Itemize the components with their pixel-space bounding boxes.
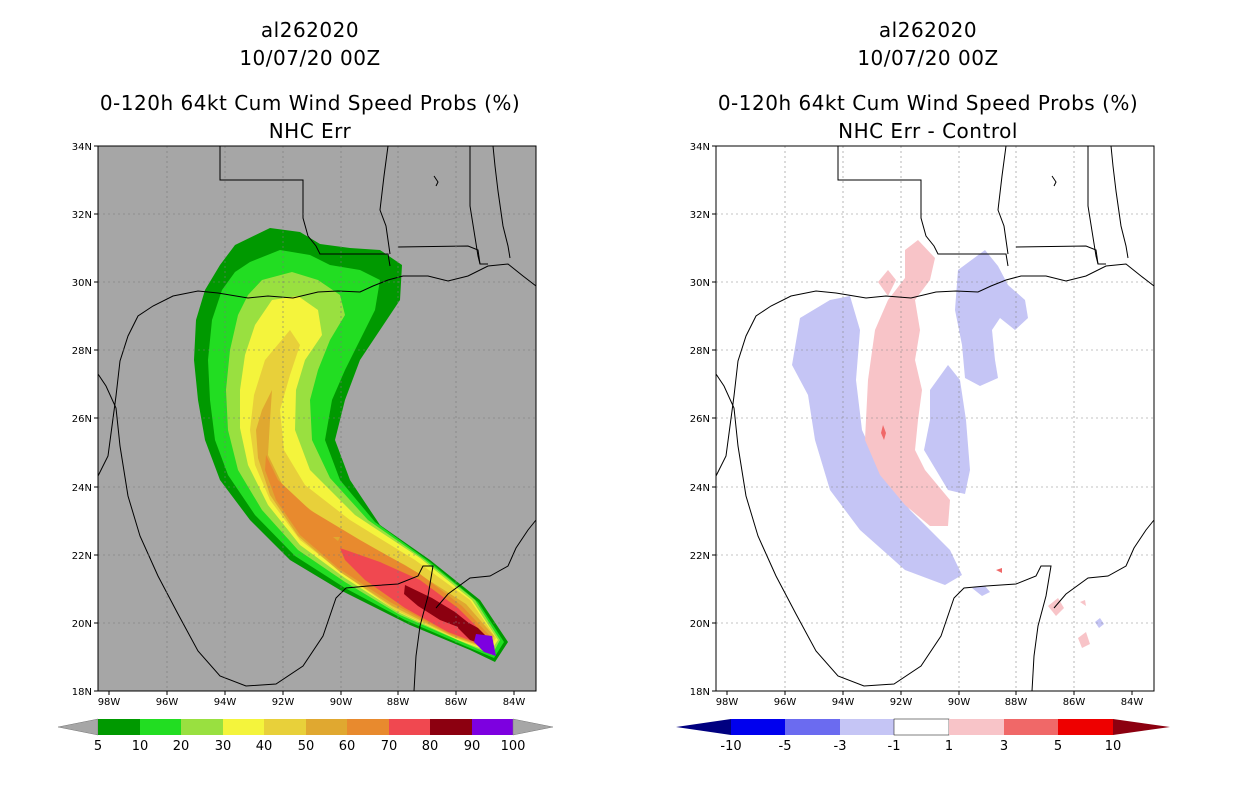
colorbar-swatch <box>472 719 513 735</box>
lon-label: 86W <box>445 697 468 708</box>
colorbar-swatch <box>731 719 785 735</box>
colorbar-swatch <box>949 719 1004 735</box>
colorbar-swatch <box>264 719 306 735</box>
lat-label: 18N <box>72 687 92 698</box>
right-gridlines <box>716 146 1154 691</box>
lat-label: 34N <box>72 142 92 153</box>
lon-label: 92W <box>890 697 913 708</box>
lon-label: 94W <box>214 697 237 708</box>
colorbar-swatch <box>1004 719 1058 735</box>
right-lat-labels: 34N 32N 30N 28N 26N 24N 22N 20N 18N <box>690 142 710 698</box>
colorbar-label: 30 <box>215 739 232 754</box>
lon-label: 96W <box>774 697 797 708</box>
colorbar-label: 20 <box>173 739 190 754</box>
colorbar-under-arrow <box>57 718 99 736</box>
colorbar-swatch <box>181 719 223 735</box>
colorbar-swatch <box>140 719 181 735</box>
right-title-subtitle: NHC Err - Control <box>838 119 1018 143</box>
left-title-subtitle: NHC Err <box>268 119 352 143</box>
lat-label: 24N <box>690 483 710 494</box>
lon-label: 90W <box>330 697 353 708</box>
lat-label: 26N <box>690 414 710 425</box>
lon-label: 90W <box>948 697 971 708</box>
colorbar-label: 60 <box>339 739 356 754</box>
colorbar-label: 5 <box>94 739 102 754</box>
colorbar-swatch <box>306 719 347 735</box>
lon-label: 88W <box>1005 697 1028 708</box>
colorbar-over-arrow <box>512 718 554 736</box>
left-title-product: 0-120h 64kt Cum Wind Speed Probs (%) <box>99 91 521 115</box>
right-map <box>715 145 1155 692</box>
colorbar-label: 100 <box>501 739 526 754</box>
lat-label: 28N <box>690 346 710 357</box>
colorbar-label: -3 <box>834 739 847 754</box>
lon-label: 86W <box>1063 697 1086 708</box>
colorbar-label: 5 <box>1054 739 1062 754</box>
lon-label: 96W <box>156 697 179 708</box>
lat-label: 22N <box>72 551 92 562</box>
colorbar-label: 3 <box>1000 739 1008 754</box>
colorbar-label: 40 <box>256 739 273 754</box>
colorbar-label: 70 <box>381 739 398 754</box>
lat-label: 28N <box>72 346 92 357</box>
left-title-storm-id: al262020 <box>260 18 360 42</box>
right-lon-labels: 98W 96W 94W 92W 90W 88W 86W 84W <box>716 697 1144 708</box>
colorbar-swatch <box>347 719 389 735</box>
right-title-product: 0-120h 64kt Cum Wind Speed Probs (%) <box>717 91 1139 115</box>
colorbar-label: 90 <box>464 739 481 754</box>
colorbar-label: 80 <box>422 739 439 754</box>
left-title-date: 10/07/20 00Z <box>239 46 381 70</box>
colorbar-swatch <box>785 719 840 735</box>
lon-label: 84W <box>503 697 526 708</box>
colorbar-under-arrow <box>676 719 731 735</box>
lat-label: 20N <box>690 619 710 630</box>
colorbar-swatch <box>840 719 894 735</box>
colorbar-swatch <box>430 719 472 735</box>
left-axis-ticks <box>94 145 515 695</box>
right-title-date: 10/07/20 00Z <box>857 46 999 70</box>
right-title-storm-id: al262020 <box>878 18 978 42</box>
left-lat-labels: 34N 32N 30N 28N 26N 24N 22N 20N 18N <box>72 142 92 698</box>
colorbar-swatch <box>223 719 264 735</box>
colorbar-over-arrow <box>1113 719 1170 735</box>
lat-label: 30N <box>72 278 92 289</box>
lat-label: 32N <box>72 210 92 221</box>
right-axis-ticks <box>712 145 1133 695</box>
lat-label: 22N <box>690 551 710 562</box>
left-colorbar: 5 10 20 30 40 50 60 70 80 90 100 <box>57 718 554 754</box>
lon-label: 98W <box>98 697 121 708</box>
lon-label: 92W <box>272 697 295 708</box>
colorbar-label: 10 <box>1105 739 1122 754</box>
colorbar-label: -1 <box>888 739 901 754</box>
lon-label: 88W <box>387 697 410 708</box>
right-difference-field <box>792 240 1104 648</box>
colorbar-swatch <box>1058 719 1113 735</box>
colorbar-label: 10 <box>132 739 149 754</box>
colorbar-label: 1 <box>945 739 953 754</box>
colorbar-label: -5 <box>779 739 792 754</box>
lon-label: 84W <box>1121 697 1144 708</box>
lat-label: 18N <box>690 687 710 698</box>
right-colorbar: -10 -5 -3 -1 1 3 5 10 <box>676 718 1170 754</box>
lat-label: 20N <box>72 619 92 630</box>
left-lon-labels: 98W 96W 94W 92W 90W 88W 86W 84W <box>98 697 526 708</box>
lat-label: 30N <box>690 278 710 289</box>
colorbar-label: -10 <box>720 739 741 754</box>
lon-label: 98W <box>716 697 739 708</box>
lon-label: 94W <box>832 697 855 708</box>
lat-label: 26N <box>72 414 92 425</box>
colorbar-label: 50 <box>298 739 315 754</box>
left-map <box>97 145 537 692</box>
lat-label: 32N <box>690 210 710 221</box>
colorbar-swatch <box>98 719 140 735</box>
colorbar-swatch <box>893 718 950 736</box>
colorbar-swatch <box>389 719 430 735</box>
lat-label: 24N <box>72 483 92 494</box>
left-gridlines <box>98 146 536 691</box>
lat-label: 34N <box>690 142 710 153</box>
